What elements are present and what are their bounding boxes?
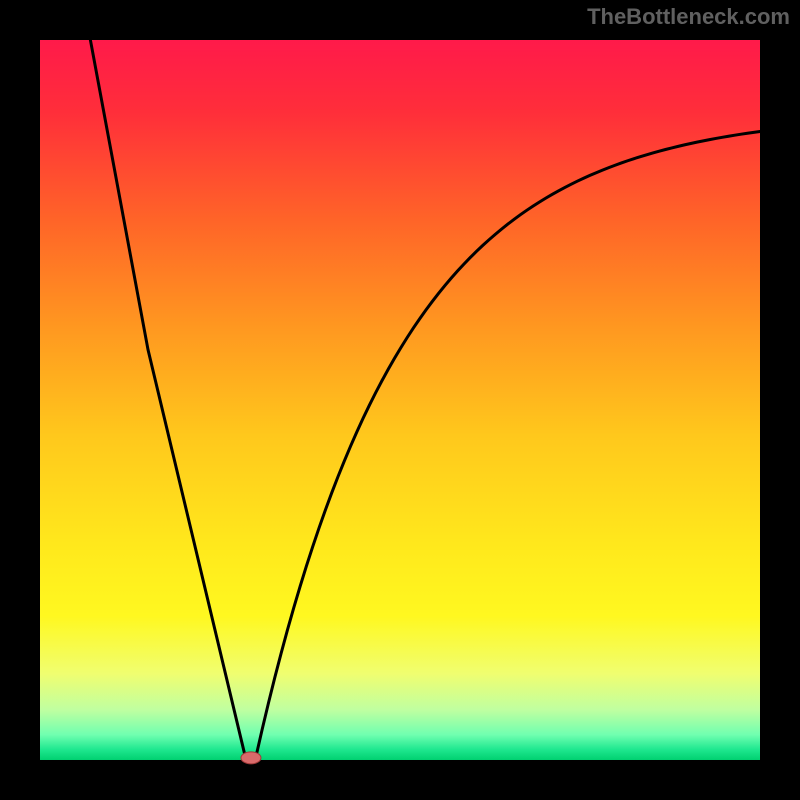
chart-root: TheBottleneck.com [0,0,800,800]
plot-background [40,40,760,760]
watermark-text: TheBottleneck.com [587,4,790,30]
chart-svg [0,0,800,800]
optimal-point-marker [241,752,261,764]
